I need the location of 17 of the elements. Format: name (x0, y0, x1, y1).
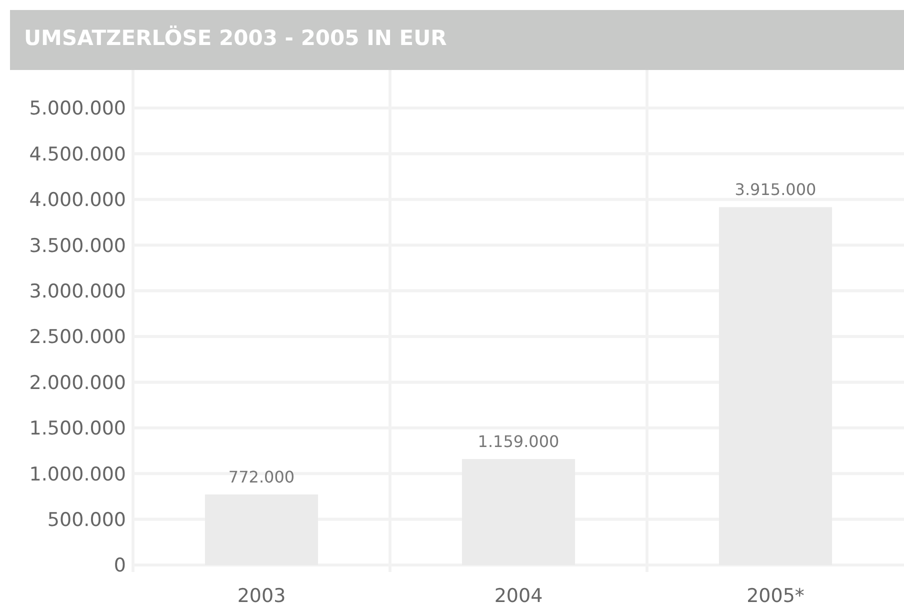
y-tick-label: 2.500.000 (29, 326, 126, 348)
y-tick-label: 0 (114, 554, 126, 577)
y-tick-label: 1.500.000 (29, 418, 126, 440)
x-tick-label: 2004 (494, 585, 543, 607)
y-tick-label: 4.500.000 (29, 143, 126, 166)
x-tick-label: 2005* (746, 585, 804, 607)
y-tick-label: 3.000.000 (29, 280, 126, 302)
y-tick-label: 4.000.000 (29, 189, 126, 212)
y-tick-label: 5.000.000 (29, 98, 126, 120)
y-tick-label: 2.000.000 (29, 372, 126, 394)
data-label: 1.159.000 (478, 432, 560, 452)
data-label: 3.915.000 (734, 180, 816, 200)
y-tick-label: 3.500.000 (29, 234, 126, 257)
y-tick-label: 500.000 (47, 508, 126, 531)
data-label: 772.000 (228, 467, 295, 486)
y-tick-label: 1.000.000 (29, 463, 126, 486)
x-tick-label: 2003 (237, 585, 286, 607)
